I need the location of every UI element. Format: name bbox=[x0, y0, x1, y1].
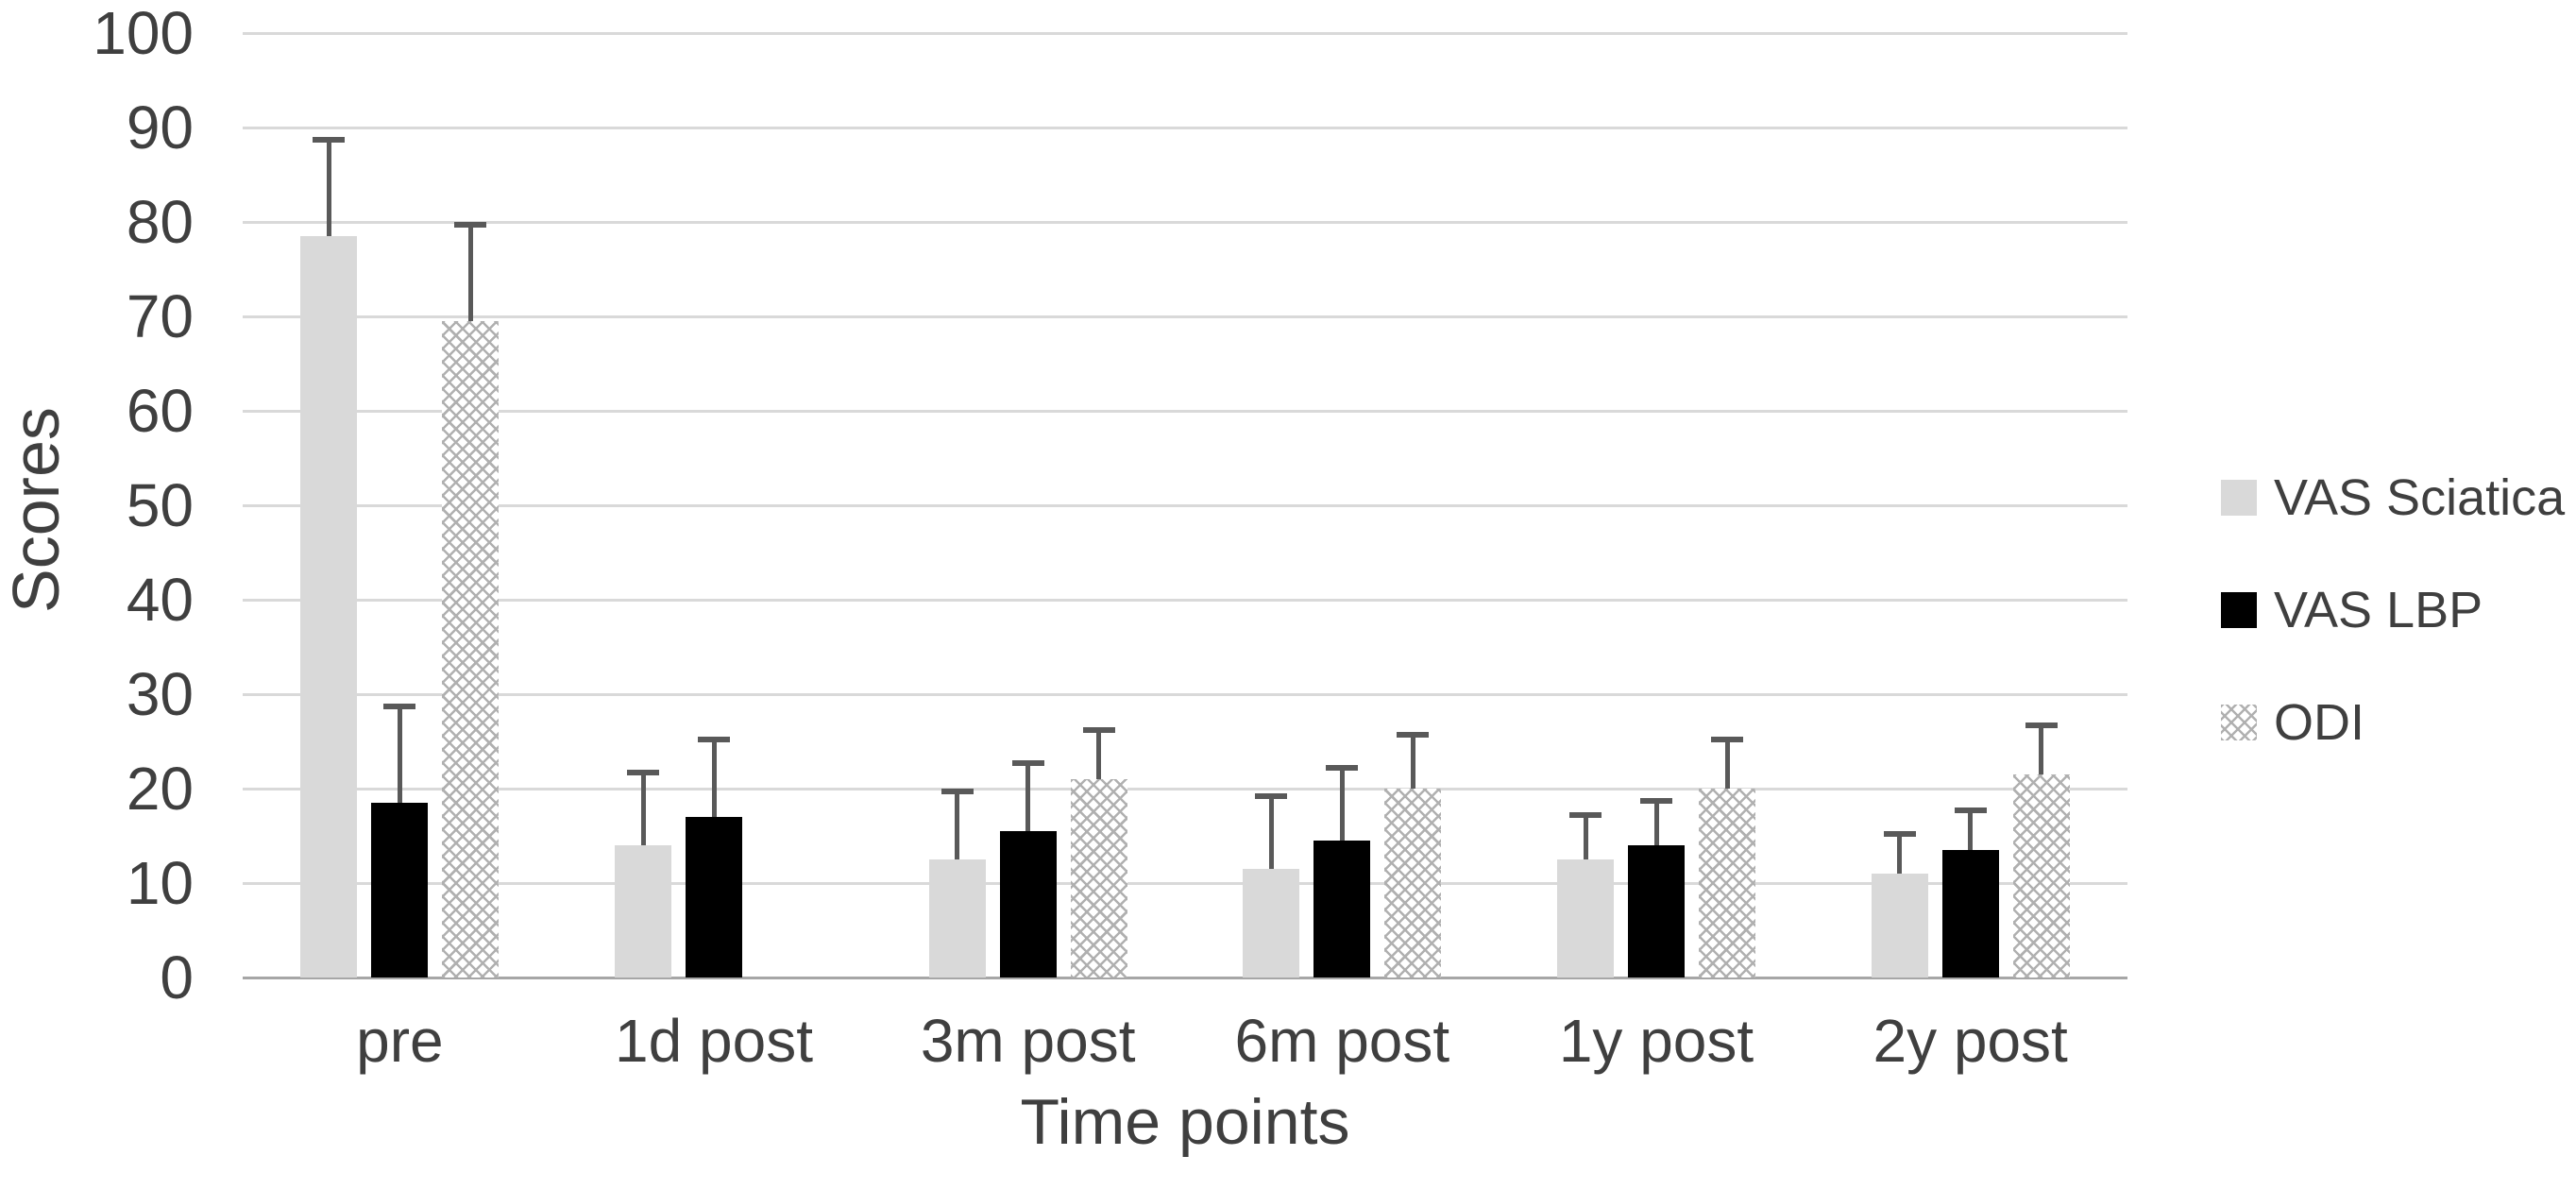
error-bar-cap-vas-lbp-6m-post bbox=[1326, 765, 1359, 771]
legend-label-vas-sciatica: VAS Sciatica bbox=[2274, 469, 2566, 526]
x-tick-label-3m-post: 3m post bbox=[920, 1007, 1136, 1075]
y-tick-label-40: 40 bbox=[126, 566, 194, 634]
bar-vas-lbp-2y-post bbox=[1941, 850, 1999, 978]
error-bar-line-vas-lbp-1y-post bbox=[1653, 798, 1659, 845]
error-bar-line-vas-sciatica-1d-post bbox=[640, 770, 646, 845]
bar-odi-3m-post bbox=[1070, 779, 1127, 978]
error-bar-cap-vas-sciatica-pre bbox=[313, 137, 346, 143]
bar-odi-1y-post bbox=[1699, 789, 1755, 978]
x-tick-label-pre: pre bbox=[356, 1007, 444, 1075]
legend-item-odi: ODI bbox=[2221, 691, 2364, 754]
gridline-80 bbox=[243, 220, 2127, 224]
gridline-90 bbox=[243, 126, 2127, 129]
gridline-50 bbox=[243, 503, 2127, 507]
y-tick-label-50: 50 bbox=[126, 471, 194, 539]
bar-odi-6m-post bbox=[1384, 789, 1442, 978]
error-bar-cap-vas-sciatica-2y-post bbox=[1883, 831, 1916, 837]
y-tick-label-10: 10 bbox=[126, 849, 194, 917]
y-axis-tick-labels: 0 10 20 30 40 50 60 70 80 90 100 bbox=[0, 0, 194, 1012]
error-bar-line-odi-3m-post bbox=[1096, 727, 1102, 779]
error-bar-line-vas-sciatica-pre bbox=[326, 137, 331, 236]
legend-item-vas-lbp: VAS LBP bbox=[2221, 579, 2483, 641]
error-bar-cap-vas-lbp-2y-post bbox=[1954, 808, 1987, 813]
error-bar-line-odi-2y-post bbox=[2039, 722, 2044, 774]
y-tick-label-20: 20 bbox=[126, 755, 194, 823]
error-bar-cap-odi-6m-post bbox=[1397, 732, 1430, 738]
bar-vas-lbp-pre bbox=[371, 803, 429, 978]
error-bar-line-vas-sciatica-3m-post bbox=[955, 789, 960, 859]
error-bar-line-vas-lbp-6m-post bbox=[1339, 765, 1345, 841]
error-bar-line-vas-sciatica-1y-post bbox=[1583, 812, 1588, 859]
error-bar-line-odi-pre bbox=[467, 222, 473, 321]
gridline-20 bbox=[243, 787, 2127, 790]
error-bar-line-vas-lbp-2y-post bbox=[1968, 808, 1974, 850]
error-bar-line-vas-sciatica-2y-post bbox=[1897, 831, 1903, 874]
x-axis-title: Time points bbox=[1020, 1086, 1350, 1158]
bar-vas-sciatica-pre bbox=[300, 236, 358, 978]
error-bar-line-vas-lbp-1d-post bbox=[711, 737, 717, 817]
bar-odi-2y-post bbox=[2012, 774, 2070, 978]
bar-vas-lbp-1y-post bbox=[1628, 845, 1685, 978]
error-bar-cap-vas-lbp-3m-post bbox=[1011, 760, 1044, 766]
gridline-60 bbox=[243, 409, 2127, 413]
y-tick-label-30: 30 bbox=[126, 660, 194, 728]
error-bar-line-odi-6m-post bbox=[1410, 732, 1415, 789]
legend-label-odi: ODI bbox=[2274, 694, 2365, 751]
gridline-70 bbox=[243, 314, 2127, 318]
x-tick-label-2y-post: 2y post bbox=[1873, 1007, 2068, 1075]
error-bar-cap-odi-pre bbox=[454, 222, 487, 228]
y-tick-label-80: 80 bbox=[126, 188, 194, 256]
error-bar-cap-vas-sciatica-6m-post bbox=[1255, 793, 1288, 799]
error-bar-cap-vas-lbp-1y-post bbox=[1640, 798, 1672, 804]
error-bar-cap-vas-sciatica-3m-post bbox=[941, 789, 974, 794]
gridline-100 bbox=[243, 31, 2127, 35]
error-bar-cap-vas-lbp-1d-post bbox=[698, 737, 730, 742]
bar-odi-pre bbox=[442, 321, 500, 978]
y-tick-label-90: 90 bbox=[126, 94, 194, 162]
bar-vas-lbp-6m-post bbox=[1313, 841, 1371, 978]
x-tick-label-1d-post: 1d post bbox=[615, 1007, 813, 1075]
error-bar-cap-vas-lbp-pre bbox=[383, 704, 416, 709]
gridline-10 bbox=[243, 881, 2127, 885]
error-bar-line-odi-1y-post bbox=[1724, 737, 1730, 789]
bar-vas-lbp-3m-post bbox=[999, 831, 1057, 978]
error-bar-line-vas-lbp-3m-post bbox=[1025, 760, 1031, 831]
error-bar-cap-vas-sciatica-1d-post bbox=[627, 770, 659, 775]
error-bar-cap-odi-2y-post bbox=[2025, 722, 2058, 728]
bar-vas-sciatica-1d-post bbox=[615, 845, 671, 978]
legend-swatch-odi bbox=[2221, 705, 2257, 740]
legend-label-vas-lbp: VAS LBP bbox=[2274, 582, 2483, 638]
gridline-30 bbox=[243, 692, 2127, 696]
x-axis-tick-labels: pre 1d post 3m post 6m post 1y post 2y post bbox=[243, 1003, 2127, 1088]
bar-vas-sciatica-3m-post bbox=[928, 859, 986, 978]
x-tick-label-1y-post: 1y post bbox=[1558, 1007, 1754, 1075]
legend-swatch-vas-sciatica bbox=[2221, 480, 2257, 516]
plot-area bbox=[243, 31, 2127, 979]
error-bar-cap-vas-sciatica-1y-post bbox=[1569, 812, 1602, 818]
bar-vas-sciatica-6m-post bbox=[1243, 869, 1300, 978]
bar-vas-sciatica-2y-post bbox=[1871, 874, 1928, 978]
error-bar-cap-odi-3m-post bbox=[1082, 727, 1115, 733]
x-axis-line bbox=[243, 976, 2127, 979]
error-bar-line-vas-lbp-pre bbox=[397, 704, 402, 803]
bar-vas-sciatica-1y-post bbox=[1557, 859, 1614, 978]
legend-item-vas-sciatica: VAS Sciatica bbox=[2221, 467, 2565, 529]
x-tick-label-6m-post: 6m post bbox=[1234, 1007, 1450, 1075]
legend-swatch-vas-lbp bbox=[2221, 592, 2257, 628]
y-tick-label-60: 60 bbox=[126, 377, 194, 445]
y-tick-label-0: 0 bbox=[160, 944, 194, 1012]
y-tick-label-100: 100 bbox=[93, 0, 194, 67]
gridline-40 bbox=[243, 598, 2127, 602]
error-bar-cap-odi-1y-post bbox=[1711, 737, 1743, 742]
error-bar-line-vas-sciatica-6m-post bbox=[1268, 793, 1274, 869]
bar-vas-lbp-1d-post bbox=[686, 817, 742, 978]
y-tick-label-70: 70 bbox=[126, 282, 194, 350]
